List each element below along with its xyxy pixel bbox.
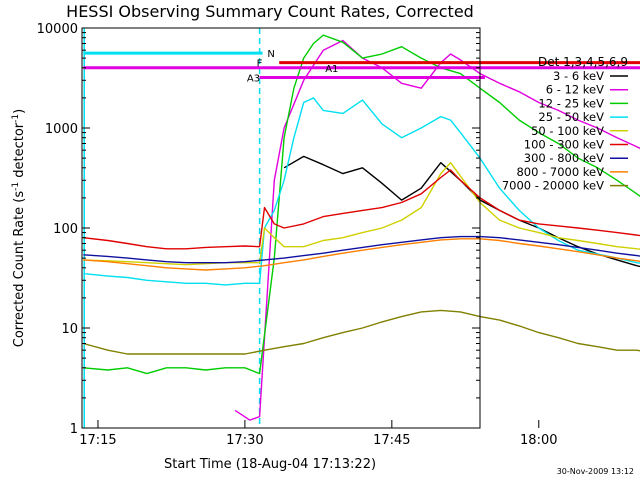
chart-title: HESSI Observing Summary Count Rates, Cor… xyxy=(66,2,474,21)
x-tick-label: 18:00 xyxy=(520,433,557,448)
legend-label-800-7000-kev: 800 - 7000 keV xyxy=(516,165,604,179)
series-line-100-300-kev xyxy=(83,169,640,250)
series-line-300-800-kev xyxy=(83,235,640,264)
flag-label-a3: A3 xyxy=(247,73,260,84)
series-line-7000-20000-kev xyxy=(83,309,640,355)
x-axis-label: Start Time (18-Aug-04 17:13:22) xyxy=(164,457,376,472)
timestamp: 30-Nov-2009 13:12 xyxy=(557,467,634,476)
series-line-25-50-kev xyxy=(83,97,640,286)
axis-ticks: 17:1517:3017:4518:0018:1518:3018:4511010… xyxy=(37,22,558,448)
legend-label-50-100-kev: 50 - 100 keV xyxy=(531,124,604,138)
flag-label-f: F xyxy=(257,59,263,70)
flag-label-n: N xyxy=(267,49,274,60)
y-tick-label: 10 xyxy=(61,322,78,337)
series-line-50-100-kev xyxy=(83,161,640,266)
legend-label-12-25-kev: 12 - 25 keV xyxy=(538,96,604,110)
y-tick-label: 10000 xyxy=(37,22,78,37)
legend-label-6-12-kev: 6 - 12 keV xyxy=(546,83,604,97)
legend-header: Det 1,3,4,5,6,9 xyxy=(538,55,628,69)
legend-label-3-6-kev: 3 - 6 keV xyxy=(553,69,604,83)
y-tick-label: 1000 xyxy=(45,122,78,137)
x-tick-label: 17:30 xyxy=(226,433,263,448)
x-tick-label: 17:45 xyxy=(373,433,410,448)
legend-label-300-800-kev: 300 - 800 keV xyxy=(524,151,604,165)
series-line-12-25-kev xyxy=(83,34,640,375)
y-tick-label: 1 xyxy=(70,422,78,437)
legend-label-25-50-kev: 25 - 50 keV xyxy=(538,110,604,124)
series-line-800-7000-kev xyxy=(83,238,640,271)
y-tick-label: 100 xyxy=(53,222,78,237)
flag-label-a1: A1 xyxy=(325,64,338,75)
x-tick-label: 17:15 xyxy=(79,433,116,448)
legend-label-100-300-kev: 100 - 300 keV xyxy=(524,138,604,152)
legend-label-7000-20000-kev: 7000 - 20000 keV xyxy=(502,179,604,193)
y-axis-label: Corrected Count Rate (s-1 detector-1) xyxy=(11,109,27,347)
flag-bars: NSFA1A3 xyxy=(83,49,640,84)
